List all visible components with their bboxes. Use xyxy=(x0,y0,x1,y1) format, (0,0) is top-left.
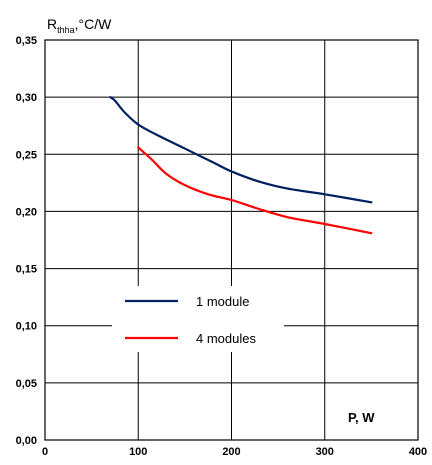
y-tick-label: 0,30 xyxy=(16,92,37,104)
series-line-1-module xyxy=(109,96,373,204)
y-tick-label: 0,15 xyxy=(16,264,37,276)
x-axis-label-background xyxy=(343,406,391,428)
x-tick-label: 100 xyxy=(129,446,147,458)
x-axis-label: P, W xyxy=(348,410,375,425)
y-axis-label-unit: ,°C/W xyxy=(75,16,112,32)
y-tick-label: 0,20 xyxy=(16,206,37,218)
x-tick-label: 300 xyxy=(316,446,334,458)
x-tick-label: 0 xyxy=(42,446,48,458)
y-tick-label: 0,10 xyxy=(16,321,37,333)
legend-label-4-modules: 4 modules xyxy=(196,331,256,346)
legend-box xyxy=(112,286,284,352)
plot-frame xyxy=(44,39,419,441)
y-axis-label: Rthha,°C/W xyxy=(47,16,112,35)
y-tick-label: 0,00 xyxy=(16,435,37,447)
series-lines xyxy=(109,96,373,235)
series-line-4-modules xyxy=(137,146,373,235)
x-tick-label: 200 xyxy=(222,446,240,458)
y-tick-label: 0,25 xyxy=(16,149,37,161)
x-tick-label: 400 xyxy=(409,446,427,458)
legend-label-1-module: 1 module xyxy=(196,294,249,309)
y-axis-label-main: R xyxy=(47,16,57,32)
x-tick-labels: 0 100 200 300 400 xyxy=(42,446,427,458)
y-axis-label-subscript: thha xyxy=(57,25,75,35)
y-tick-label: 0,05 xyxy=(16,378,37,390)
y-tick-label: 0,35 xyxy=(16,35,37,47)
grid xyxy=(45,40,418,440)
y-tick-labels: 0,00 0,05 0,10 0,15 0,20 0,25 0,30 0,35 xyxy=(16,35,37,447)
